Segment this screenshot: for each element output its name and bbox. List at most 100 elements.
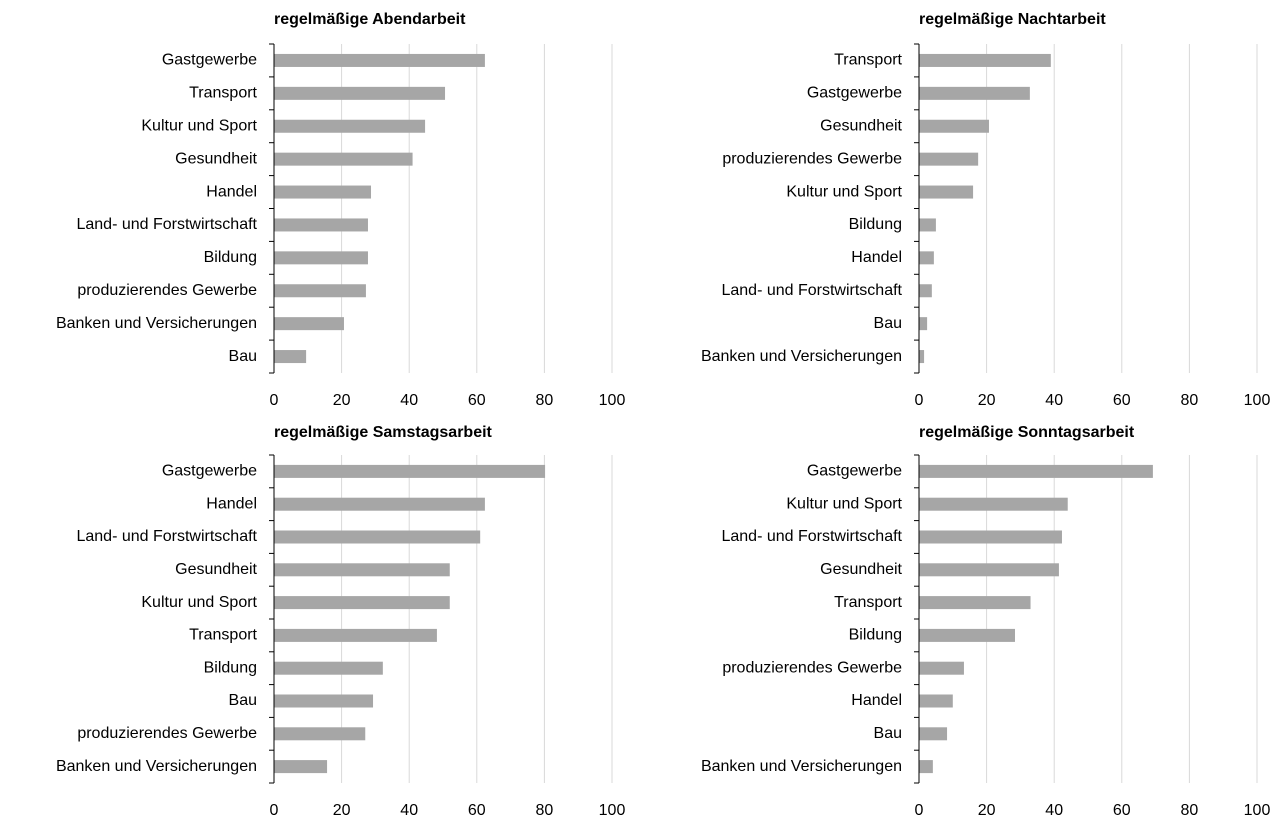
- x-tick-label: 80: [1181, 392, 1199, 409]
- bar: [274, 760, 328, 774]
- bar: [274, 464, 546, 478]
- y-tick-label: Gesundheit: [175, 561, 257, 578]
- y-tick-label: Transport: [189, 85, 257, 102]
- y-tick-label: produzierendes Gewerbe: [722, 659, 902, 676]
- bar: [919, 661, 964, 675]
- bar: [919, 119, 989, 133]
- bar: [919, 464, 1153, 478]
- y-tick-label: Banken und Versicherungen: [56, 758, 257, 775]
- x-tick-label: 80: [536, 802, 554, 818]
- y-tick-label: Transport: [189, 627, 257, 644]
- y-tick-label: Bildung: [204, 659, 257, 676]
- bar: [274, 628, 437, 642]
- x-tick-label: 100: [1244, 802, 1271, 818]
- bar: [919, 317, 928, 331]
- bar: [919, 628, 1015, 642]
- y-tick-label: Gastgewerbe: [807, 85, 902, 102]
- chart-title: regelmäßige Nachtarbeit: [919, 11, 1106, 28]
- y-tick-label: Land- und Forstwirtschaft: [721, 528, 902, 545]
- x-tick-label: 60: [1113, 392, 1131, 409]
- x-tick-label: 20: [333, 802, 351, 818]
- x-tick-label: 80: [536, 392, 554, 409]
- bar: [919, 251, 934, 265]
- y-tick-label: produzierendes Gewerbe: [77, 725, 257, 742]
- x-tick-label: 40: [1045, 392, 1063, 409]
- y-tick-label: Handel: [206, 495, 257, 512]
- bar: [274, 727, 366, 741]
- y-tick-label: Bildung: [849, 216, 902, 233]
- bar: [919, 350, 925, 364]
- bar: [919, 760, 933, 774]
- bar: [919, 727, 948, 741]
- y-tick-label: Land- und Forstwirtschaft: [721, 282, 902, 299]
- bar: [274, 530, 481, 544]
- x-tick-label: 0: [270, 802, 279, 818]
- y-tick-label: Transport: [834, 52, 902, 69]
- y-tick-label: Banken und Versicherungen: [56, 315, 257, 332]
- y-tick-label: Bildung: [204, 249, 257, 266]
- bar: [274, 497, 485, 511]
- y-tick-label: Gesundheit: [820, 117, 902, 134]
- x-tick-label: 60: [468, 392, 486, 409]
- x-tick-label: 100: [599, 392, 626, 409]
- y-tick-label: Bildung: [849, 627, 902, 644]
- x-tick-label: 0: [270, 392, 279, 409]
- bar: [274, 86, 446, 100]
- y-tick-label: produzierendes Gewerbe: [722, 150, 902, 167]
- bar: [919, 218, 936, 232]
- x-tick-label: 100: [599, 802, 626, 818]
- y-tick-label: Banken und Versicherungen: [701, 758, 902, 775]
- bar: [919, 53, 1051, 67]
- y-tick-label: Bau: [874, 315, 902, 332]
- bar: [274, 185, 372, 199]
- bar: [274, 563, 450, 577]
- y-tick-label: Handel: [851, 249, 902, 266]
- bar: [274, 119, 426, 133]
- y-tick-label: Gesundheit: [175, 150, 257, 167]
- y-tick-label: Kultur und Sport: [786, 183, 902, 200]
- x-tick-label: 40: [400, 392, 418, 409]
- x-tick-label: 20: [333, 392, 351, 409]
- y-tick-label: Land- und Forstwirtschaft: [76, 216, 257, 233]
- bar: [274, 218, 368, 232]
- x-tick-label: 80: [1181, 802, 1199, 818]
- y-tick-label: Gesundheit: [820, 561, 902, 578]
- y-tick-label: Handel: [206, 183, 257, 200]
- bar: [274, 694, 374, 708]
- bar: [274, 596, 450, 610]
- x-tick-label: 60: [468, 802, 486, 818]
- bar: [919, 185, 974, 199]
- y-tick-label: produzierendes Gewerbe: [77, 282, 257, 299]
- bar: [274, 350, 307, 364]
- y-tick-label: Kultur und Sport: [786, 495, 902, 512]
- bar: [919, 284, 932, 298]
- bar: [274, 661, 383, 675]
- bar: [919, 563, 1059, 577]
- y-tick-label: Land- und Forstwirtschaft: [76, 528, 257, 545]
- y-tick-label: Banken und Versicherungen: [701, 348, 902, 365]
- bar: [919, 694, 953, 708]
- chart-title: regelmäßige Abendarbeit: [274, 11, 466, 28]
- y-tick-label: Transport: [834, 594, 902, 611]
- y-tick-label: Bau: [229, 348, 257, 365]
- y-tick-label: Handel: [851, 692, 902, 709]
- bar: [919, 86, 1030, 100]
- x-tick-label: 0: [915, 392, 924, 409]
- x-tick-label: 100: [1244, 392, 1271, 409]
- y-tick-label: Gastgewerbe: [162, 463, 257, 480]
- bar: [919, 596, 1031, 610]
- x-tick-label: 40: [400, 802, 418, 818]
- chart-title: regelmäßige Sonntagsarbeit: [919, 424, 1135, 441]
- x-tick-label: 60: [1113, 802, 1131, 818]
- bar: [274, 317, 344, 331]
- y-tick-label: Kultur und Sport: [141, 594, 257, 611]
- bar: [919, 530, 1062, 544]
- y-tick-label: Bau: [874, 725, 902, 742]
- y-tick-label: Gastgewerbe: [807, 463, 902, 480]
- y-tick-label: Gastgewerbe: [162, 52, 257, 69]
- x-tick-label: 40: [1045, 802, 1063, 818]
- y-tick-label: Kultur und Sport: [141, 117, 257, 134]
- bar: [274, 251, 368, 265]
